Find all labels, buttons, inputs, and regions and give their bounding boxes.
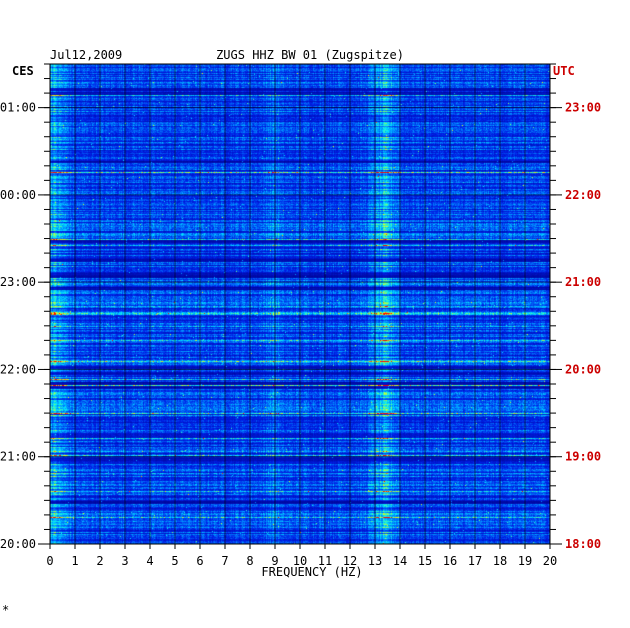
- right-time-label: 20:00: [565, 362, 601, 376]
- x-axis-label: FREQUENCY (HZ): [261, 565, 362, 579]
- chart-date: Jul12,2009: [50, 48, 122, 62]
- x-tick-label: 4: [146, 554, 153, 568]
- grid-lines: [50, 64, 550, 544]
- left-time-axis: 01:00 00:00 23:00 22:00 21:00 20:00: [0, 63, 50, 551]
- x-tick-label: 8: [246, 554, 253, 568]
- x-tick-label: 19: [518, 554, 532, 568]
- x-tick-label: 7: [221, 554, 228, 568]
- right-time-axis: 23:00 22:00 21:00 20:00 19:00 18:00: [550, 63, 601, 551]
- right-timezone-label: UTC: [553, 64, 575, 78]
- corner-mark: *: [2, 603, 9, 617]
- x-tick-label: 11: [318, 554, 332, 568]
- x-tick-label: 20: [543, 554, 557, 568]
- x-tick-label: 17: [468, 554, 482, 568]
- x-tick-label: 1: [71, 554, 78, 568]
- left-timezone-label: CES: [12, 64, 34, 78]
- x-tick-label: 14: [393, 554, 407, 568]
- x-tick-label: 6: [196, 554, 203, 568]
- x-tick-label: 9: [271, 554, 278, 568]
- right-time-label: 22:00: [565, 188, 601, 202]
- x-tick-label: 12: [343, 554, 357, 568]
- right-time-label: 18:00: [565, 537, 601, 551]
- left-time-label: 23:00: [0, 275, 36, 289]
- x-tick-label: 10: [293, 554, 307, 568]
- left-time-label: 20:00: [0, 537, 36, 551]
- left-time-label: 00:00: [0, 188, 36, 202]
- x-tick-label: 18: [493, 554, 507, 568]
- x-tick-label: 2: [96, 554, 103, 568]
- x-tick-label: 13: [368, 554, 382, 568]
- left-time-label: 22:00: [0, 362, 36, 376]
- x-tick-label: 0: [46, 554, 53, 568]
- x-tick-label: 15: [418, 554, 432, 568]
- x-axis: 0 1 2 3 4 5 6 7 8 9 10 11 12 13 14 15 16 17 18 19 20: [46, 544, 557, 568]
- right-time-label: 21:00: [565, 275, 601, 289]
- right-time-label: 23:00: [565, 101, 601, 115]
- x-tick-label: 16: [443, 554, 457, 568]
- left-time-label: 01:00: [0, 101, 36, 115]
- left-time-label: 21:00: [0, 450, 36, 464]
- x-tick-label: 3: [121, 554, 128, 568]
- x-tick-label: 5: [171, 554, 178, 568]
- chart-title: ZUGS HHZ BW 01 (Zugspitze): [216, 48, 404, 62]
- right-time-label: 19:00: [565, 450, 601, 464]
